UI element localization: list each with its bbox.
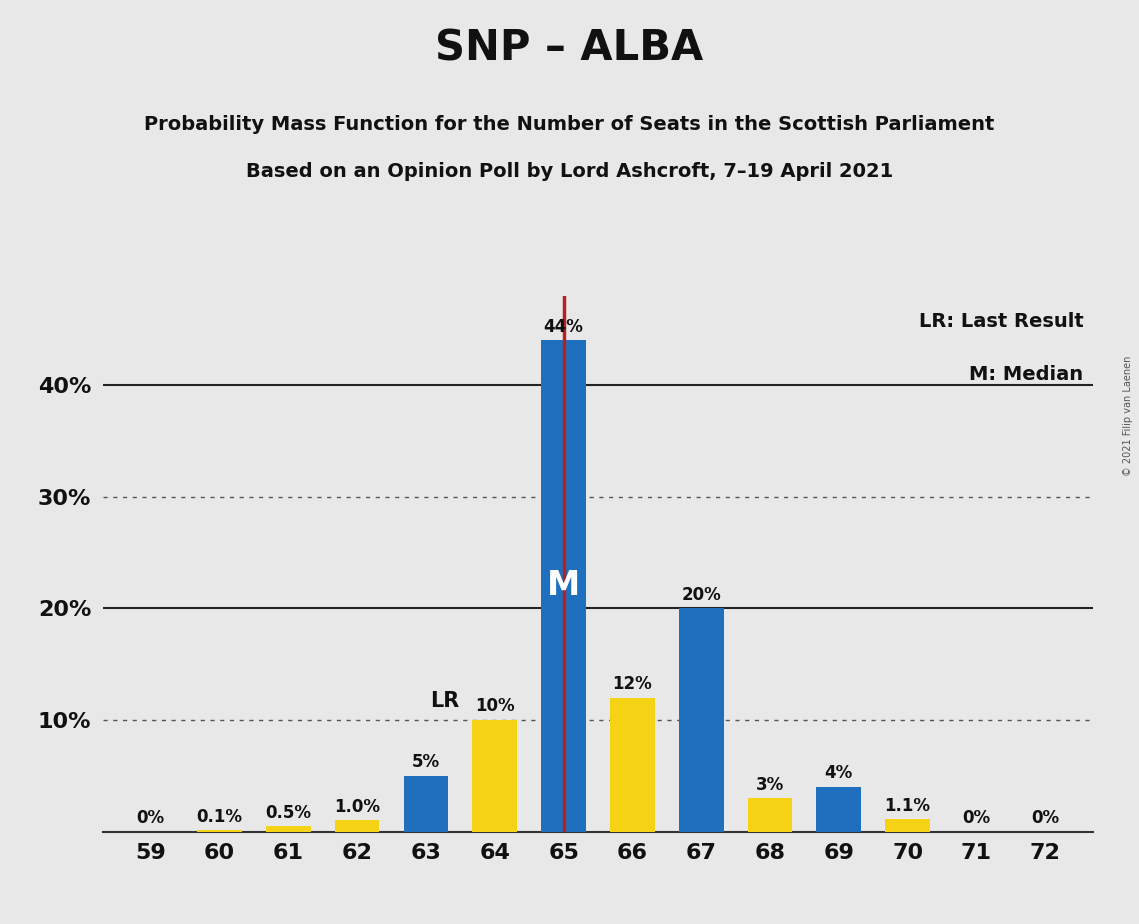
Text: Probability Mass Function for the Number of Seats in the Scottish Parliament: Probability Mass Function for the Number…: [145, 116, 994, 135]
Text: SNP – ALBA: SNP – ALBA: [435, 28, 704, 69]
Text: 1.1%: 1.1%: [885, 796, 931, 815]
Text: 1.0%: 1.0%: [334, 798, 380, 816]
Text: © 2021 Filip van Laenen: © 2021 Filip van Laenen: [1123, 356, 1133, 476]
Text: 0.1%: 0.1%: [197, 808, 243, 826]
Bar: [747, 798, 793, 832]
Text: 12%: 12%: [613, 675, 653, 693]
Bar: [473, 720, 517, 832]
Text: 0.5%: 0.5%: [265, 804, 311, 821]
Bar: [335, 821, 379, 832]
Text: M: Median: M: Median: [969, 365, 1083, 384]
Text: LR: Last Result: LR: Last Result: [919, 311, 1083, 331]
Text: 0%: 0%: [962, 809, 991, 827]
Text: 5%: 5%: [412, 753, 440, 772]
Bar: [541, 340, 585, 832]
Text: 3%: 3%: [756, 775, 784, 794]
Text: 4%: 4%: [825, 764, 853, 783]
Text: 44%: 44%: [543, 318, 583, 336]
Text: M: M: [547, 569, 580, 602]
Text: 0%: 0%: [1031, 809, 1059, 827]
Text: 0%: 0%: [137, 809, 165, 827]
Bar: [817, 787, 861, 832]
Bar: [679, 608, 723, 832]
Text: Based on an Opinion Poll by Lord Ashcroft, 7–19 April 2021: Based on an Opinion Poll by Lord Ashcrof…: [246, 162, 893, 181]
Text: LR: LR: [429, 691, 459, 711]
Bar: [403, 776, 449, 832]
Text: 10%: 10%: [475, 698, 515, 715]
Bar: [611, 698, 655, 832]
Bar: [265, 826, 311, 832]
Bar: [197, 831, 241, 832]
Text: 20%: 20%: [681, 586, 721, 604]
Bar: [885, 820, 931, 832]
